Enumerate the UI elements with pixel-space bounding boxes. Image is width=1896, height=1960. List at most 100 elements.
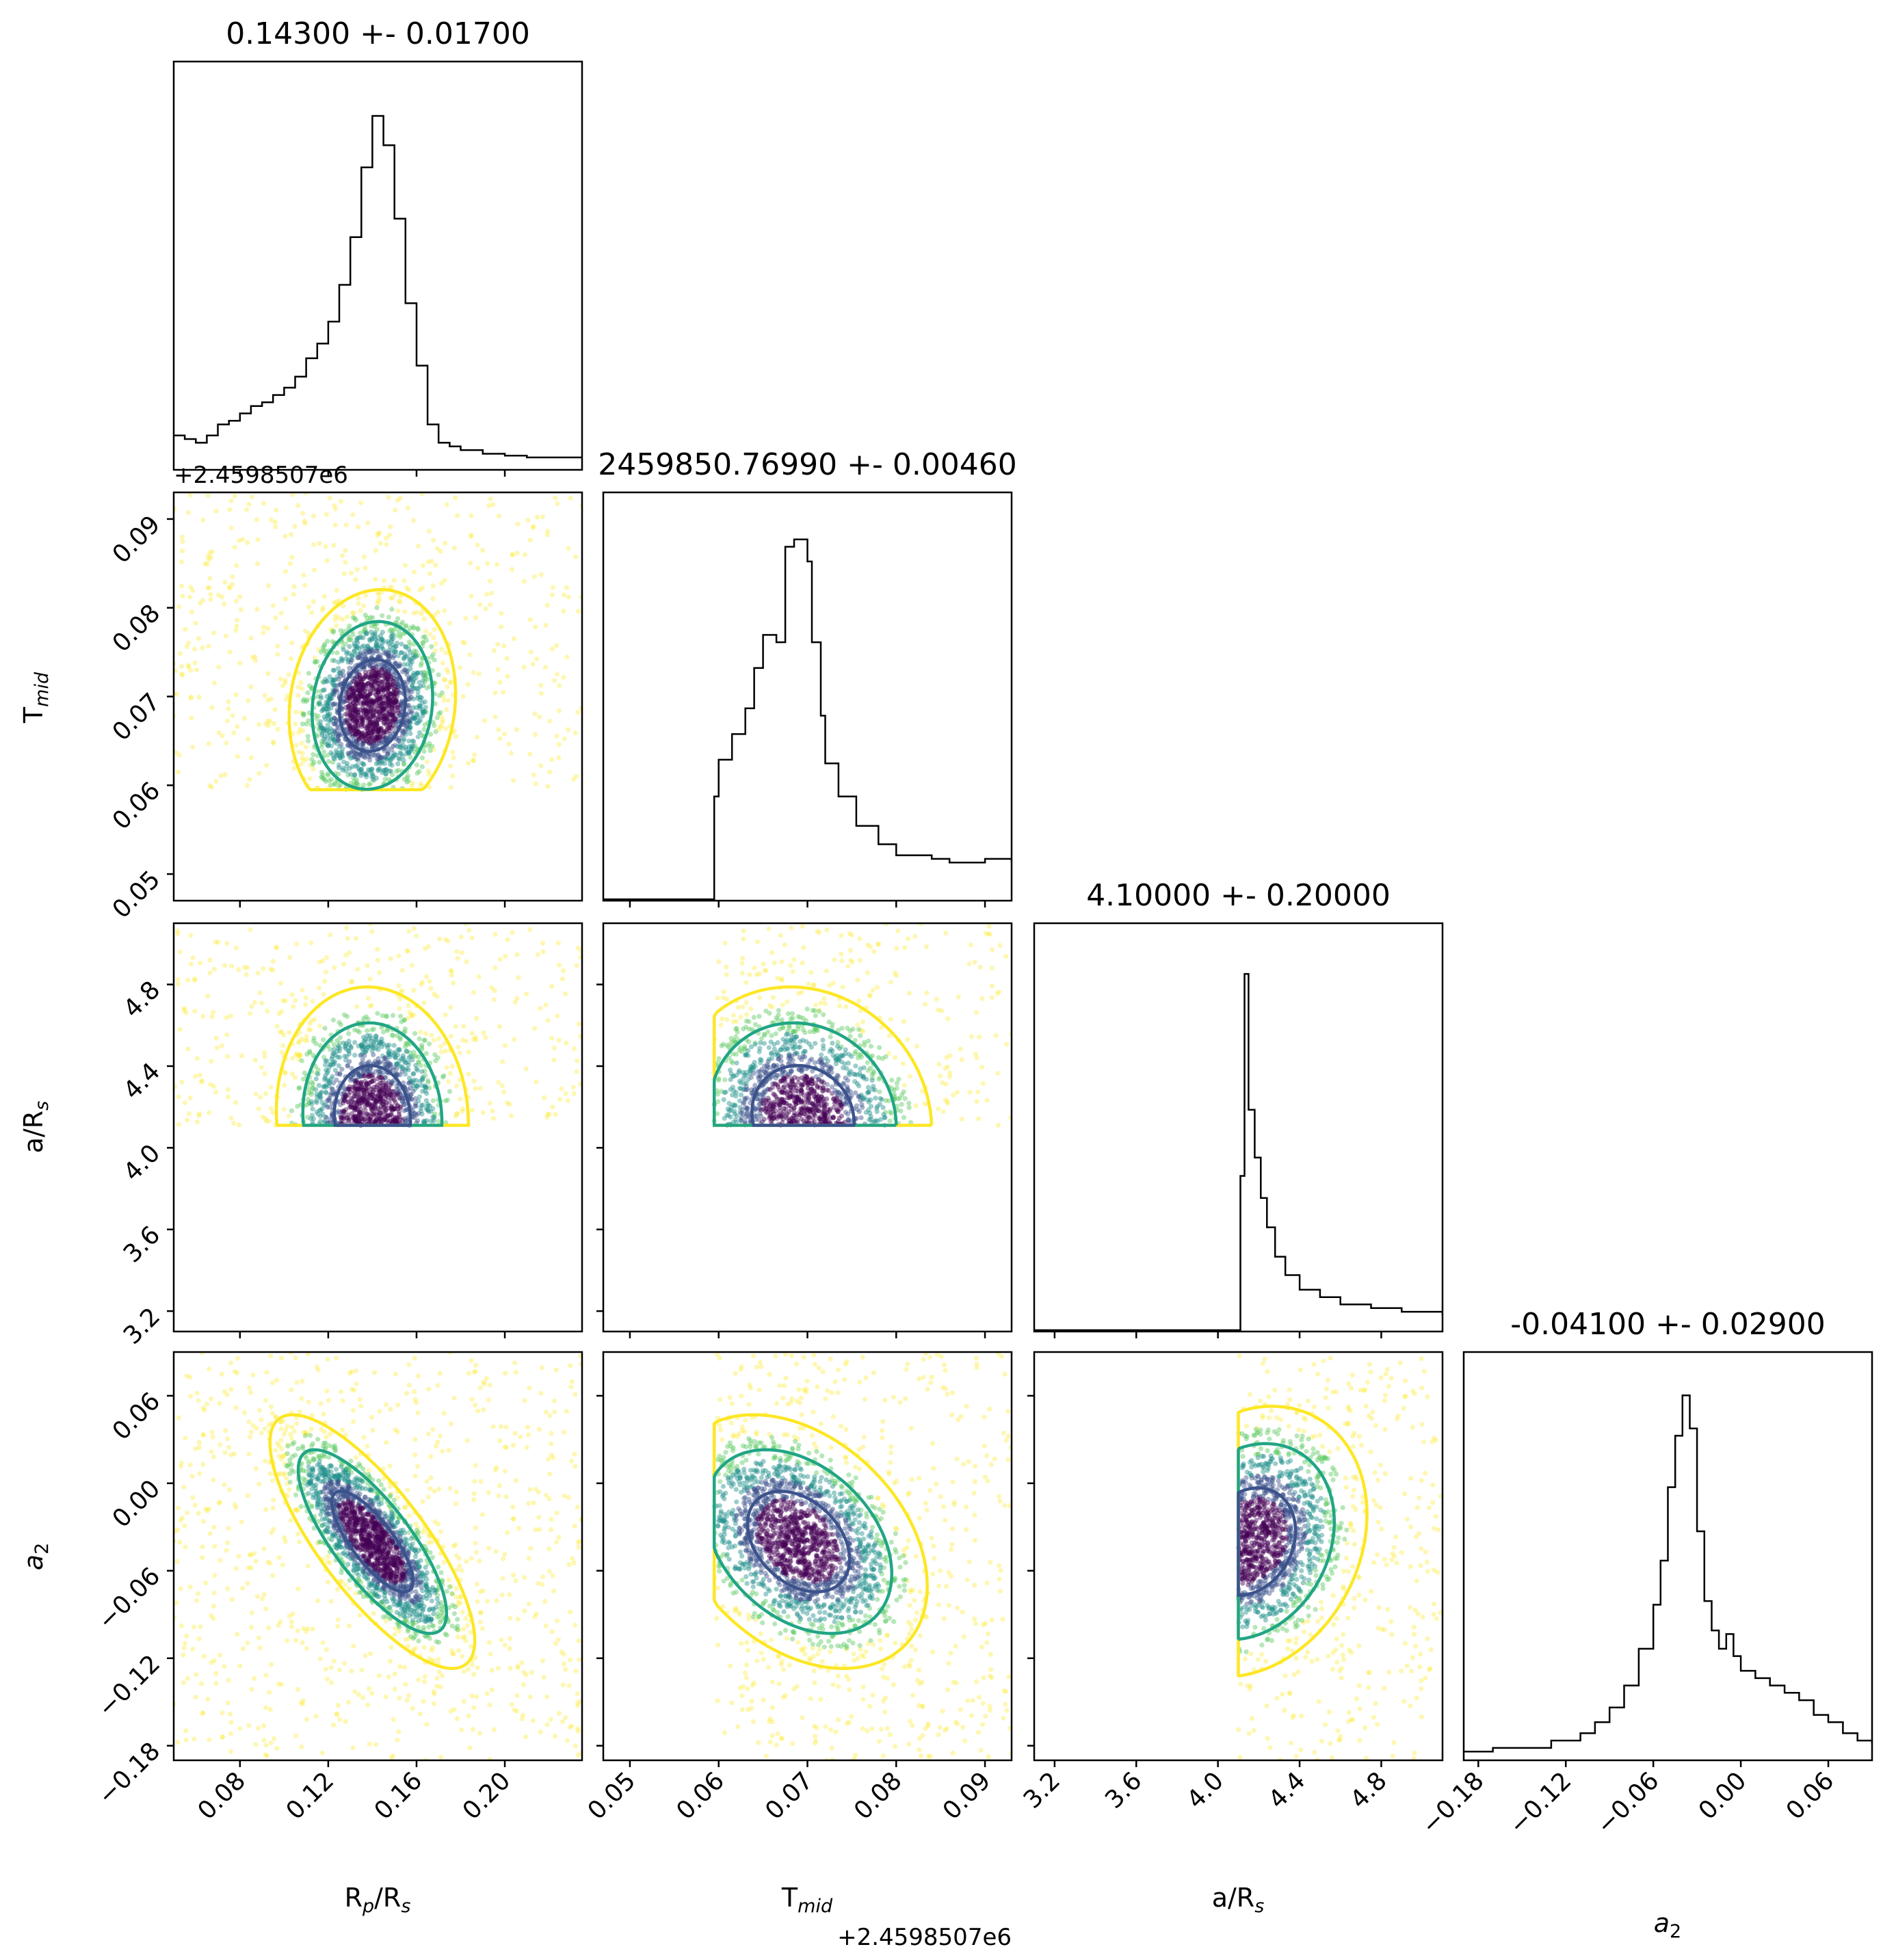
scatter-point [314,1091,319,1097]
scatter-point [544,1115,550,1120]
scatter-point [205,493,211,499]
scatter-point [320,772,326,778]
scatter-point [547,769,553,775]
scatter-point [503,953,508,959]
scatter-point [420,585,425,591]
scatter-point [344,698,350,703]
scatter-point [362,648,367,654]
scatter-point [344,651,350,657]
scatter-point [511,636,517,641]
scatter-point [391,1117,397,1123]
scatter-point [340,700,345,705]
scatter-point [427,571,433,577]
scatter-point [359,1116,365,1122]
scatter-point [440,661,446,666]
scatter-point [454,1111,460,1116]
scatter-point [222,579,228,585]
scatter-point [393,644,398,650]
scatter-point [354,644,360,650]
scatter-point [875,1104,880,1109]
scatter-point [323,779,328,784]
scatter-point [320,1111,326,1117]
scatter-point [361,723,367,728]
scatter-point [378,1072,383,1077]
scatter-point [382,663,389,669]
scatter-point [391,702,397,708]
scatter-point [403,745,409,750]
scatter-point [353,696,358,702]
scatter-point [406,1075,412,1081]
scatter-point [363,771,369,776]
scatter-point [761,1117,767,1122]
scatter-point [363,672,369,678]
scatter-point [315,1094,320,1100]
scatter-point [360,693,366,699]
scatter-point [344,717,350,723]
scatter-point [355,635,360,641]
scatter-point [371,634,377,639]
scatter-point [779,976,785,981]
scatter-point [373,710,379,715]
scatter-point [253,1091,259,1096]
scatter-point [384,693,389,698]
scatter-point [326,773,331,778]
scatter-point [327,701,332,706]
scatter-point [716,959,722,964]
scatter-point [438,1049,444,1055]
scatter-point [226,699,231,704]
scatter-point [423,672,428,678]
scatter-point [759,1057,764,1063]
scatter-point [318,725,324,730]
scatter-point [334,732,339,737]
scatter-point [492,965,498,970]
scatter-point [326,778,332,784]
scatter-point [384,704,390,709]
scatter-point [363,1100,369,1105]
scatter-point [359,1096,365,1101]
scatter-point [498,624,504,630]
scatter-point [439,719,445,725]
scatter-point [385,745,391,751]
scatter-point [381,700,386,706]
scatter-point [766,926,772,931]
scatter-point [321,706,326,712]
scatter-point [387,1055,393,1060]
scatter-point [956,994,961,1000]
scatter-point [282,1070,288,1076]
scatter-point [752,1106,758,1111]
scatter-point [287,561,293,566]
scatter-point [789,1033,794,1038]
scatter-points [174,923,582,1128]
scatter-point [475,734,480,740]
scatter-point [371,683,376,688]
scatter-point [731,1074,737,1079]
scatter-point [325,722,330,728]
scatter-point [342,1085,347,1091]
scatter-point [891,1091,897,1097]
scatter-point [353,676,358,681]
scatter-point [398,702,404,707]
scatter-point [388,722,393,728]
scatter-point [344,726,350,732]
scatter-point [345,1048,351,1053]
scatter-point [379,1036,384,1042]
scatter-point [732,1109,737,1114]
scatter-point [363,1104,368,1109]
scatter-point [776,1007,781,1014]
scatter-point [743,1052,748,1058]
scatter-point [332,689,337,694]
scatter-point [828,1046,834,1052]
scatter-point [799,990,804,995]
scatter-point [352,676,358,681]
scatter-point [746,1039,752,1045]
scatter-point [566,594,572,600]
scatter-point [561,609,566,614]
scatter-point [233,945,239,951]
scatter-point [878,1096,883,1101]
scatter-point [341,1089,347,1095]
scatter-point [857,957,863,963]
scatter-point [380,760,385,765]
scatter-point [412,1103,418,1109]
scatter-point [376,970,382,975]
scatter-point [391,1117,396,1123]
